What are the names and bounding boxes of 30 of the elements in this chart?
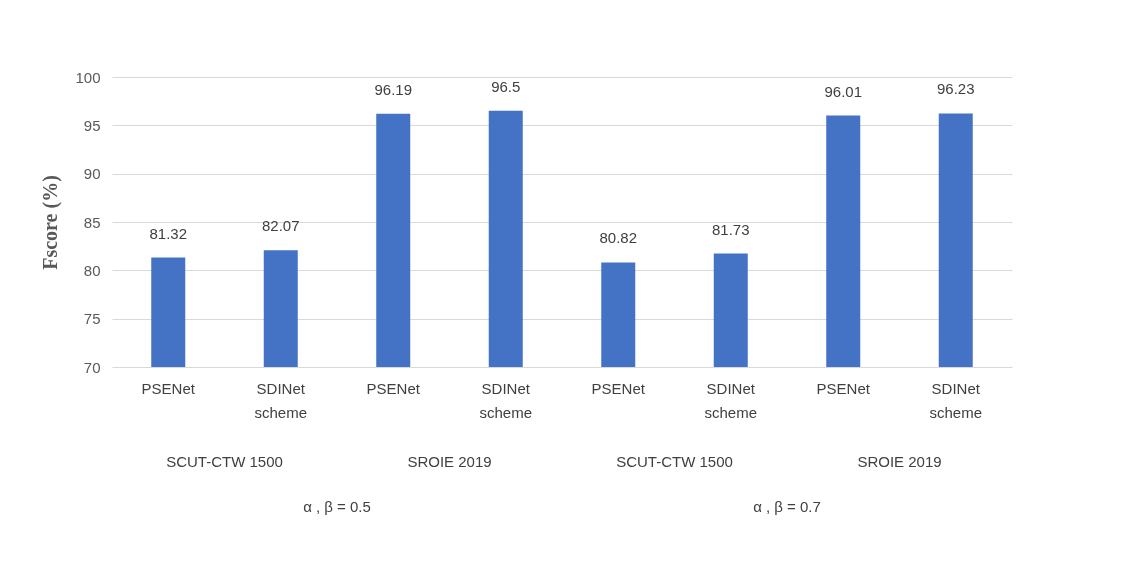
data-label: 96.23	[936, 80, 975, 98]
x-tick-label: SDINet scheme	[254, 379, 308, 421]
data-label: 82.07	[261, 217, 300, 235]
x-tick-label: SDINet scheme	[704, 379, 758, 421]
data-label: 80.82	[599, 229, 638, 247]
data-label: 96.19	[374, 80, 413, 98]
y-tick-label: 80	[83, 261, 101, 279]
text: α , β = 0.5	[303, 498, 371, 515]
text: SCUT-CTW 1500	[166, 453, 283, 470]
x-tick-label: SDINet scheme	[479, 379, 533, 421]
data-label: 96.01	[824, 82, 863, 100]
data-label: 81.32	[149, 224, 188, 242]
y-tick-label: 70	[83, 358, 101, 376]
data-label: 81.73	[711, 220, 750, 238]
y-tick-label: 95	[83, 116, 101, 134]
text: SCUT-CTW 1500	[616, 453, 733, 470]
x-tick-label: PSENet	[141, 379, 196, 397]
x-tick-label: PSENet	[816, 379, 871, 397]
y-tick-label: 90	[83, 165, 101, 183]
y-tick-label: 100	[75, 68, 101, 86]
y-axis-title: Fscore (%)	[39, 175, 63, 270]
x-tick-label: PSENet	[366, 379, 421, 397]
x-tick-label: SDINet scheme	[929, 379, 983, 421]
x-tick-label: PSENet	[591, 379, 646, 397]
text: α , β = 0.7	[753, 498, 821, 515]
text: SROIE 2019	[857, 453, 942, 470]
y-tick-label: 75	[83, 310, 101, 328]
data-label: 96.5	[491, 77, 521, 95]
text: SROIE 2019	[407, 453, 492, 470]
y-tick-label: 85	[83, 213, 101, 231]
